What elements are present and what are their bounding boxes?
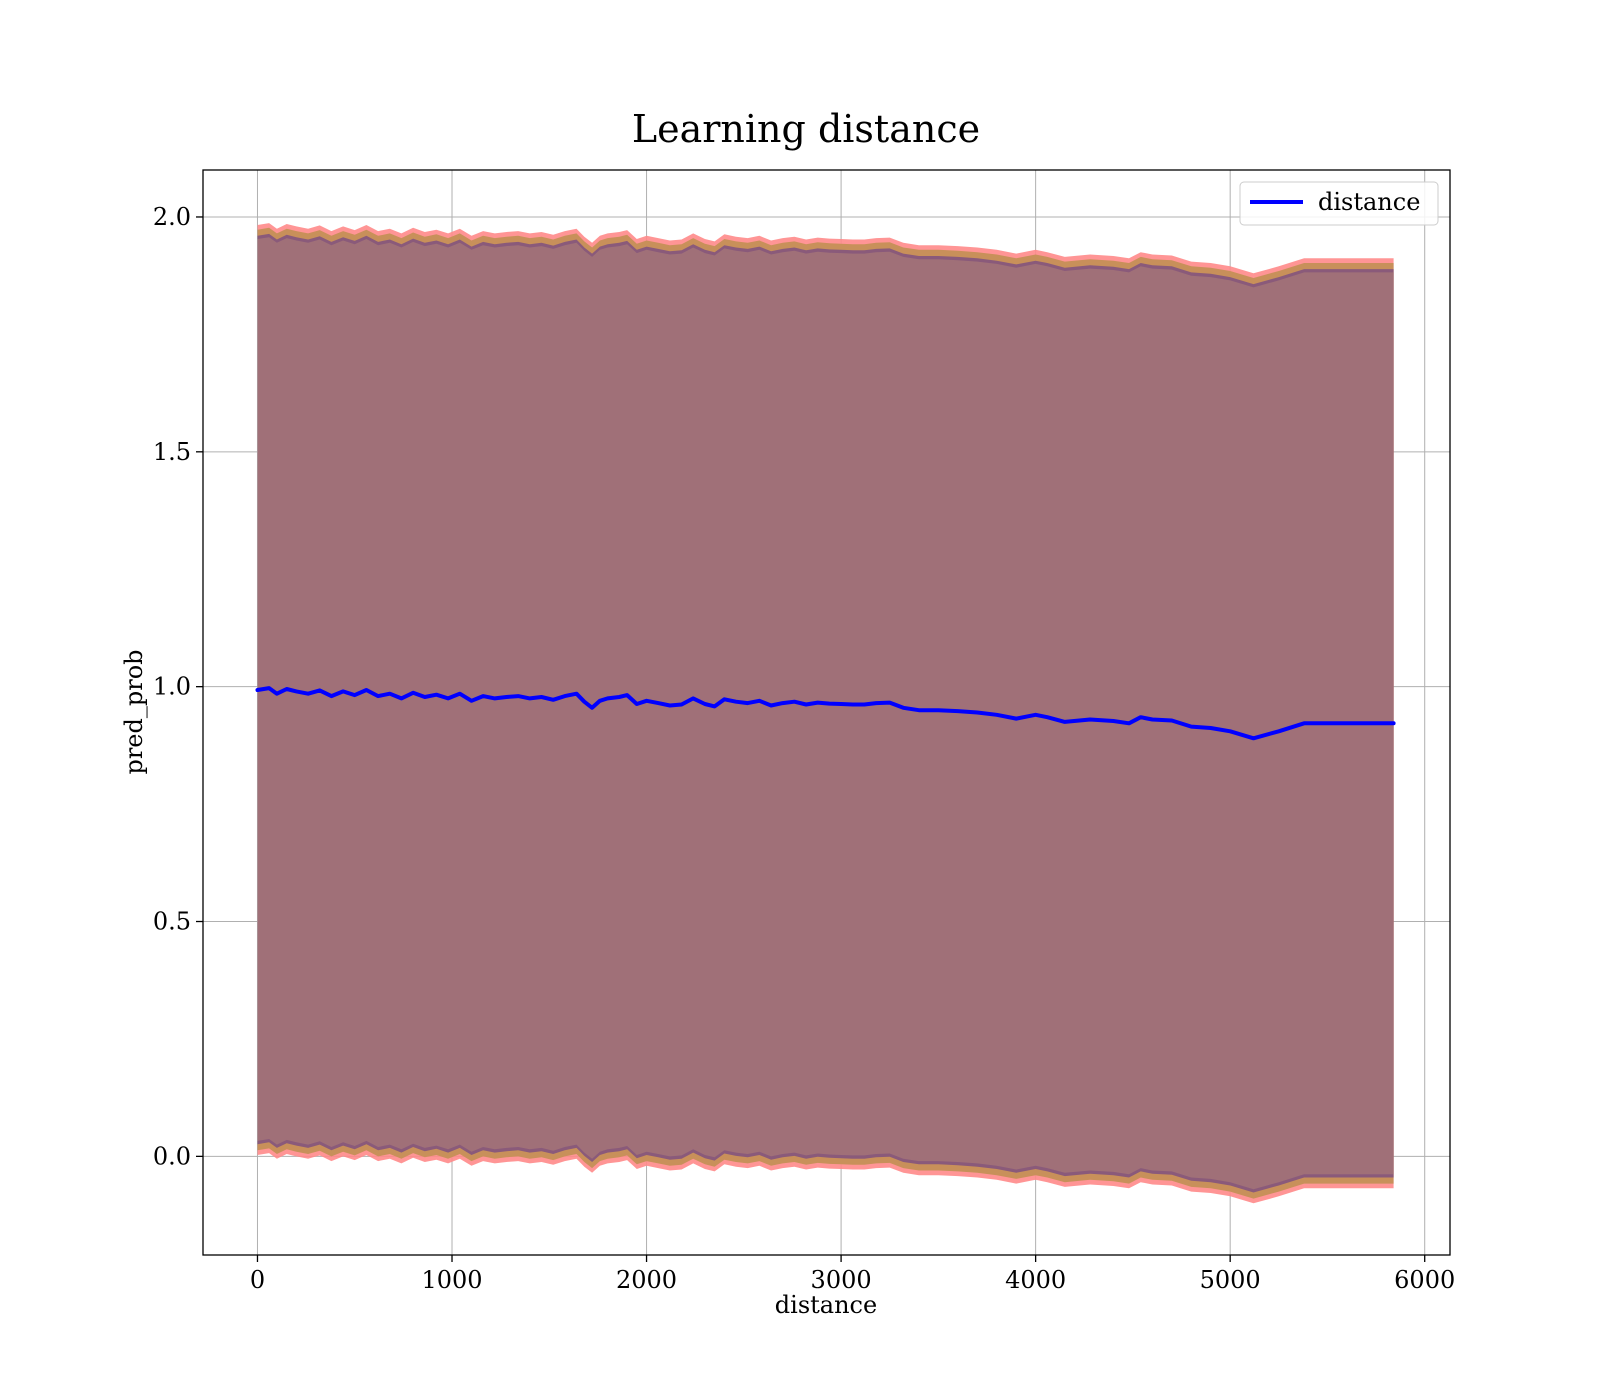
x-tick-label: 0 xyxy=(250,1266,265,1294)
series-line-distance xyxy=(255,686,1396,741)
confidence-bands xyxy=(257,223,1394,1204)
y-tick-label: 0.5 xyxy=(153,908,191,936)
chart-title: Learning distance xyxy=(632,107,980,151)
y-tick-label: 1.5 xyxy=(153,438,191,466)
legend-box xyxy=(1239,181,1439,226)
y-axis-ticks: 0.0 0.5 1.0 1.5 2.0 xyxy=(153,203,203,1170)
x-tick-label: 3000 xyxy=(811,1266,872,1294)
series-lines xyxy=(255,686,1396,741)
x-tick-label: 5000 xyxy=(1200,1266,1261,1294)
x-tick-label: 1000 xyxy=(421,1266,482,1294)
y-tick-label: 2.0 xyxy=(153,203,191,231)
band-core xyxy=(257,237,1394,1190)
legend: distance xyxy=(1239,181,1439,226)
x-axis-label: distance xyxy=(775,1291,877,1319)
x-axis-ticks: 0 1000 2000 3000 4000 5000 6000 xyxy=(250,1255,1455,1294)
plot-frame xyxy=(202,169,1451,1256)
x-tick-label: 4000 xyxy=(1005,1266,1066,1294)
x-tick-label: 2000 xyxy=(616,1266,677,1294)
y-axis-label: pred_prob xyxy=(120,649,148,774)
legend-label-distance: distance xyxy=(1318,188,1420,216)
x-tick-label: 6000 xyxy=(1394,1266,1455,1294)
y-tick-label: 1.0 xyxy=(153,673,191,701)
y-tick-label: 0.0 xyxy=(153,1142,191,1170)
